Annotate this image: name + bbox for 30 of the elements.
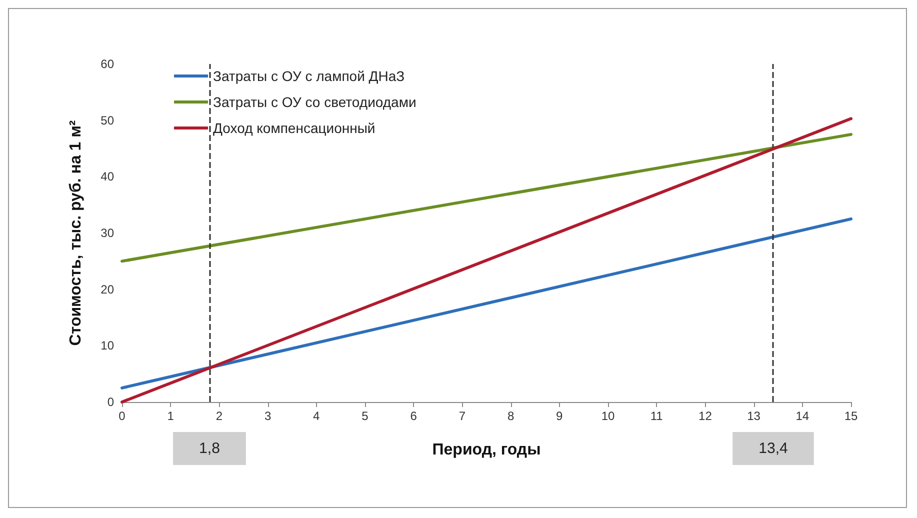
x-tick-label: 11 bbox=[650, 409, 664, 423]
x-tick-label: 8 bbox=[507, 409, 514, 423]
x-tick-label: 7 bbox=[458, 409, 466, 423]
y-tick-label: 20 bbox=[100, 282, 114, 296]
x-tick-label: 5 bbox=[362, 409, 369, 423]
x-tick-label: 4 bbox=[313, 409, 320, 423]
legend-label: Доход компенсационный bbox=[213, 120, 376, 136]
legend-label: Затраты с ОУ с лампой ДНаЗ bbox=[213, 68, 405, 84]
y-tick-label: 0 bbox=[107, 395, 114, 409]
y-tick-label: 30 bbox=[100, 226, 114, 240]
x-axis-title: Период, годы bbox=[432, 442, 541, 458]
x-tick-label: 14 bbox=[796, 409, 810, 423]
x-tick-label: 15 bbox=[844, 409, 858, 423]
x-tick-label: 12 bbox=[698, 409, 712, 423]
x-tick-label: 10 bbox=[601, 409, 615, 423]
x-tick-label: 3 bbox=[264, 409, 272, 423]
x-tick-label: 6 bbox=[410, 409, 418, 423]
y-tick-label: 60 bbox=[100, 57, 114, 71]
x-tick-label: 9 bbox=[556, 409, 564, 423]
x-tick-label: 1 bbox=[167, 409, 174, 423]
legend-label: Затраты с ОУ со светодиодами bbox=[213, 94, 416, 110]
x-tick-label: 0 bbox=[118, 409, 126, 423]
y-axis-title: Стоимость, тыс. руб. на 1 м² bbox=[68, 120, 84, 346]
y-tick-label: 40 bbox=[100, 170, 114, 184]
y-tick-label: 10 bbox=[100, 338, 114, 353]
ref-line-label: 1,8 bbox=[199, 440, 220, 457]
ref-line-label: 13,4 bbox=[758, 440, 788, 457]
y-tick-label: 50 bbox=[100, 113, 114, 128]
x-tick-label: 13 bbox=[747, 409, 761, 423]
x-tick-label: 2 bbox=[216, 409, 223, 423]
